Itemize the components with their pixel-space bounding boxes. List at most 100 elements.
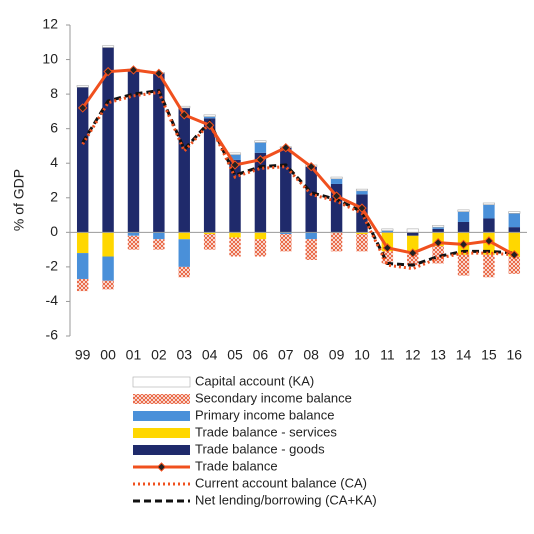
- bar: [254, 239, 267, 257]
- marker: [408, 248, 418, 258]
- marker: [281, 142, 291, 153]
- marker: [382, 243, 393, 253]
- bar: [280, 147, 292, 233]
- marker: [357, 203, 367, 213]
- bar: [356, 232, 368, 235]
- legend-marker: [156, 462, 167, 472]
- bar: [305, 232, 317, 240]
- x-tick-label: 10: [354, 347, 370, 363]
- bar: [254, 232, 267, 240]
- x-tick-label: 11: [380, 347, 395, 363]
- marker: [77, 103, 88, 113]
- bar: [203, 232, 216, 235]
- bar: [178, 266, 190, 278]
- bar: [153, 239, 165, 250]
- marker: [306, 161, 316, 172]
- y-tick-label: 6: [50, 119, 58, 135]
- bar: [203, 234, 216, 250]
- line: [81, 89, 515, 267]
- x-tick-label: 14: [456, 347, 472, 363]
- bar: [330, 178, 343, 184]
- bar: [229, 159, 241, 233]
- marker: [484, 236, 494, 246]
- bar: [432, 227, 444, 229]
- y-tick-label: 12: [42, 16, 58, 32]
- y-axis-label: % of GDP: [11, 169, 27, 231]
- bar: [457, 254, 470, 276]
- bar: [381, 232, 394, 252]
- y-tick-label: -4: [46, 292, 59, 308]
- bar: [305, 166, 317, 233]
- x-tick-label: 00: [100, 347, 116, 363]
- legend-swatch: [133, 445, 190, 455]
- x-tick-label: 06: [253, 347, 269, 363]
- bar: [381, 230, 394, 233]
- x-tick-label: 09: [329, 347, 345, 363]
- bar: [508, 213, 521, 228]
- bar: [178, 107, 190, 233]
- line: [81, 90, 515, 271]
- y-tick-label: 8: [50, 85, 58, 101]
- marker: [128, 65, 139, 75]
- bar: [508, 256, 521, 274]
- legend-label: Trade balance: [195, 458, 278, 473]
- marker: [255, 155, 266, 165]
- bar: [432, 246, 444, 264]
- bar: [381, 251, 394, 264]
- bar: [229, 232, 241, 238]
- bar: [432, 228, 444, 233]
- marker: [509, 250, 520, 260]
- bar: [482, 202, 495, 205]
- x-tick-label: 15: [481, 347, 497, 363]
- bar: [432, 225, 445, 228]
- bar: [76, 253, 89, 279]
- bar: [406, 228, 419, 233]
- x-tick-label: 08: [303, 347, 319, 363]
- legend-label: Trade balance - goods: [195, 441, 325, 456]
- bar: [178, 232, 190, 240]
- line: [81, 68, 516, 257]
- y-tick-label: 0: [50, 223, 58, 239]
- x-tick-label: 02: [151, 347, 167, 363]
- legend-swatch: [132, 376, 191, 388]
- legend-label: Net lending/borrowing (CA+KA): [195, 492, 377, 507]
- bar: [457, 211, 470, 222]
- bar: [483, 204, 495, 219]
- x-tick-label: 13: [430, 347, 446, 363]
- bar: [457, 221, 470, 233]
- x-tick-label: 12: [405, 347, 421, 363]
- x-tick-label: 16: [507, 347, 523, 363]
- bar: [254, 140, 267, 143]
- bar: [76, 278, 89, 292]
- x-tick-label: 03: [176, 347, 192, 363]
- bar: [508, 227, 521, 233]
- x-tick-label: 99: [75, 347, 91, 363]
- bar: [381, 228, 394, 231]
- bar: [280, 234, 292, 252]
- bar: [76, 232, 89, 254]
- bar: [407, 232, 419, 236]
- bar: [483, 218, 495, 233]
- bar: [102, 47, 114, 233]
- y-tick-label: -2: [46, 258, 59, 274]
- x-tick-label: 05: [227, 347, 243, 363]
- bar: [102, 232, 114, 257]
- legend-label: Secondary income balance: [195, 390, 352, 405]
- bar: [127, 235, 140, 250]
- marker: [204, 120, 215, 130]
- y-tick-label: -6: [46, 327, 59, 343]
- bar: [127, 69, 140, 233]
- marker: [230, 160, 240, 170]
- marker: [154, 68, 164, 79]
- bar: [330, 176, 343, 180]
- bar: [229, 154, 241, 160]
- bar: [356, 190, 368, 195]
- x-tick-label: 04: [202, 347, 218, 363]
- marker: [433, 237, 443, 248]
- x-tick-label: 01: [126, 347, 142, 363]
- bar: [305, 239, 317, 260]
- legend-swatch: [133, 428, 190, 438]
- bar: [102, 280, 114, 290]
- bar: [102, 45, 115, 48]
